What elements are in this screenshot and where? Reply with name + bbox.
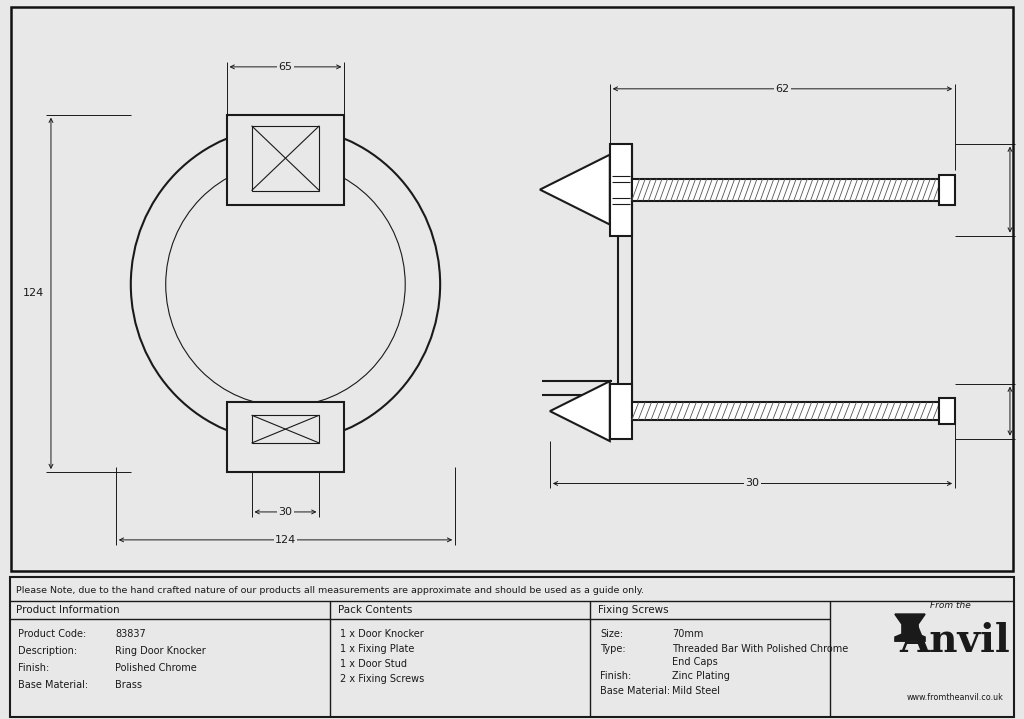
Text: Finish:: Finish: bbox=[18, 663, 49, 673]
Bar bbox=[226, 402, 344, 472]
Text: 30: 30 bbox=[1023, 406, 1024, 416]
Text: 124: 124 bbox=[23, 288, 44, 298]
Bar bbox=[939, 398, 955, 424]
Text: Brass: Brass bbox=[115, 680, 142, 690]
Text: Polished Chrome: Polished Chrome bbox=[115, 663, 197, 673]
Polygon shape bbox=[895, 614, 925, 641]
Text: Base Material:: Base Material: bbox=[600, 686, 670, 696]
Text: Anvil: Anvil bbox=[900, 622, 1011, 660]
Text: Base Material:: Base Material: bbox=[18, 680, 88, 690]
Text: Finish:: Finish: bbox=[600, 671, 631, 681]
Text: Threaded Bar With Polished Chrome: Threaded Bar With Polished Chrome bbox=[672, 644, 848, 654]
Text: Mild Steel: Mild Steel bbox=[672, 686, 720, 696]
Text: End Caps: End Caps bbox=[672, 657, 718, 667]
Text: 30: 30 bbox=[279, 507, 293, 517]
Text: Please Note, due to the hand crafted nature of our products all measurements are: Please Note, due to the hand crafted nat… bbox=[16, 586, 644, 595]
Bar bbox=[252, 126, 319, 191]
Bar bbox=[610, 144, 632, 236]
Text: Size:: Size: bbox=[600, 629, 624, 639]
Polygon shape bbox=[540, 155, 610, 224]
Text: Product Code:: Product Code: bbox=[18, 629, 86, 639]
Bar bbox=[939, 175, 955, 205]
Text: Fixing Screws: Fixing Screws bbox=[598, 605, 669, 615]
Text: 1 x Fixing Plate: 1 x Fixing Plate bbox=[340, 644, 415, 654]
Text: From the: From the bbox=[930, 601, 971, 610]
Text: Ring Door Knocker: Ring Door Knocker bbox=[115, 646, 206, 656]
Text: 65: 65 bbox=[1023, 185, 1024, 195]
Text: 1 x Door Stud: 1 x Door Stud bbox=[340, 659, 407, 669]
Text: Product Information: Product Information bbox=[16, 605, 120, 615]
Text: Pack Contents: Pack Contents bbox=[338, 605, 413, 615]
Text: 2 x Fixing Screws: 2 x Fixing Screws bbox=[340, 674, 424, 684]
Text: www.fromtheanvil.co.uk: www.fromtheanvil.co.uk bbox=[906, 692, 1004, 702]
Bar bbox=[610, 384, 632, 439]
Text: 83837: 83837 bbox=[115, 629, 145, 639]
Bar bbox=[252, 415, 319, 443]
Polygon shape bbox=[550, 381, 610, 441]
Text: 62: 62 bbox=[775, 84, 790, 93]
Bar bbox=[632, 402, 939, 420]
Text: Zinc Plating: Zinc Plating bbox=[672, 671, 730, 681]
Text: 70mm: 70mm bbox=[672, 629, 703, 639]
Text: 65: 65 bbox=[279, 62, 293, 72]
Bar bbox=[226, 115, 344, 205]
Text: 124: 124 bbox=[274, 535, 296, 545]
Text: 30: 30 bbox=[745, 478, 760, 488]
Text: 1 x Door Knocker: 1 x Door Knocker bbox=[340, 629, 424, 639]
Text: Description:: Description: bbox=[18, 646, 77, 656]
Text: Type:: Type: bbox=[600, 644, 626, 654]
Bar bbox=[632, 178, 939, 201]
